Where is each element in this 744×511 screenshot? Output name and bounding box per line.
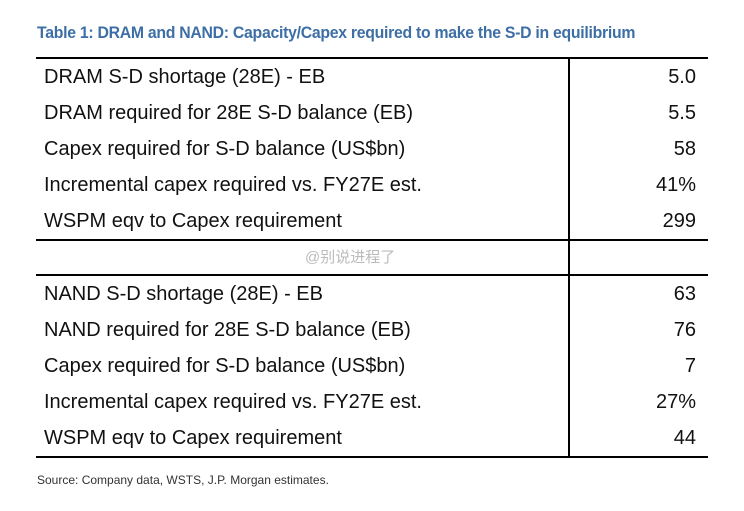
table-row: Capex required for S-D balance (US$bn) 58: [36, 131, 708, 167]
row-label: NAND S-D shortage (28E) - EB: [36, 276, 570, 312]
row-value: 7: [684, 354, 696, 377]
table-title: Table 1: DRAM and NAND: Capacity/Capex r…: [37, 23, 636, 42]
row-value: 58: [673, 137, 696, 160]
row-label: WSPM eqv to Capex requirement: [36, 203, 570, 239]
watermark: @别说进程了: [305, 249, 396, 266]
row-label: Incremental capex required vs. FY27E est…: [36, 384, 570, 420]
row-value: 5.0: [668, 65, 696, 88]
table-row: DRAM required for 28E S-D balance (EB) 5.…: [36, 95, 708, 131]
table-row: NAND S-D shortage (28E) - EB 63: [36, 276, 708, 312]
row-value: 76: [673, 318, 696, 341]
source-note: Source: Company data, WSTS, J.P. Morgan …: [37, 473, 329, 487]
row-value: 27%: [655, 390, 696, 413]
row-value: 63: [673, 282, 696, 305]
row-label: Capex required for S-D balance (US$bn): [36, 348, 570, 384]
row-value: 44: [673, 426, 696, 449]
row-label: DRAM S-D shortage (28E) - EB: [36, 59, 570, 95]
table: DRAM S-D shortage (28E) - EB 5.0 DRAM requ…: [36, 57, 708, 458]
table-row: NAND required for 28E S-D balance (EB) 76: [36, 312, 708, 348]
row-value: 41%: [655, 173, 696, 196]
section-separator: [36, 239, 708, 276]
table-row: DRAM S-D shortage (28E) - EB 5.0: [36, 59, 708, 95]
row-label: Incremental capex required vs. FY27E est…: [36, 167, 570, 203]
table-row: Incremental capex required vs. FY27E est…: [36, 384, 708, 420]
row-label: DRAM required for 28E S-D balance (EB): [36, 95, 570, 131]
table-row: Capex required for S-D balance (US$bn) 7: [36, 348, 708, 384]
table-row: Incremental capex required vs. FY27E est…: [36, 167, 708, 203]
row-value: 299: [662, 209, 696, 232]
row-label: NAND required for 28E S-D balance (EB): [36, 312, 570, 348]
table-row: WSPM eqv to Capex requirement 44: [36, 420, 708, 456]
row-value: 5.5: [668, 101, 696, 124]
separator-cell: [36, 241, 570, 274]
row-label: WSPM eqv to Capex requirement: [36, 420, 570, 456]
table-row: WSPM eqv to Capex requirement 299: [36, 203, 708, 239]
row-label: Capex required for S-D balance (US$bn): [36, 131, 570, 167]
